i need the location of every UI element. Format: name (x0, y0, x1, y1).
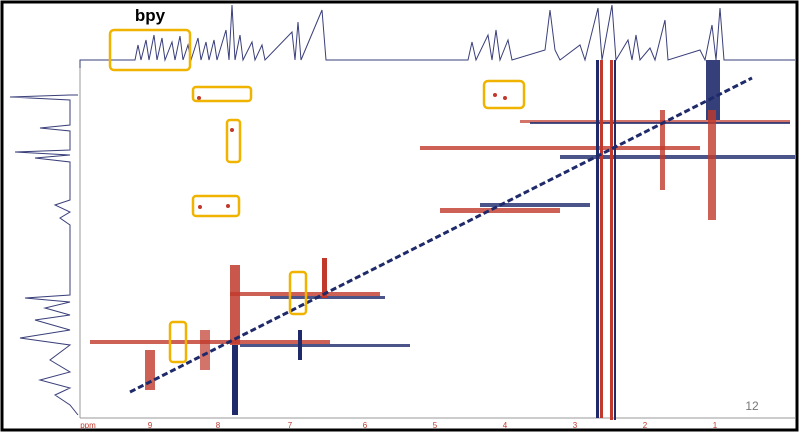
axis-unit: ppm (80, 421, 96, 430)
top-spectrum (79, 4, 795, 68)
tick-label: 7 (288, 421, 293, 430)
tick-label: 2 (643, 421, 648, 430)
highlight-boxes (108, 28, 526, 364)
bpy-label: bpy (135, 6, 166, 25)
tick-label: 1 (713, 421, 718, 430)
tick-label: 4 (503, 421, 508, 430)
axis-ticks: 9 8 7 6 5 4 3 2 1 (148, 421, 718, 430)
tick-label: 6 (363, 421, 368, 430)
spectrum-2d (90, 60, 795, 420)
page-number: 12 (745, 399, 759, 413)
tick-label: 3 (573, 421, 578, 430)
tick-label: 8 (216, 421, 221, 430)
tick-label: 9 (148, 421, 153, 430)
left-spectrum (9, 94, 79, 416)
tick-label: 5 (433, 421, 438, 430)
